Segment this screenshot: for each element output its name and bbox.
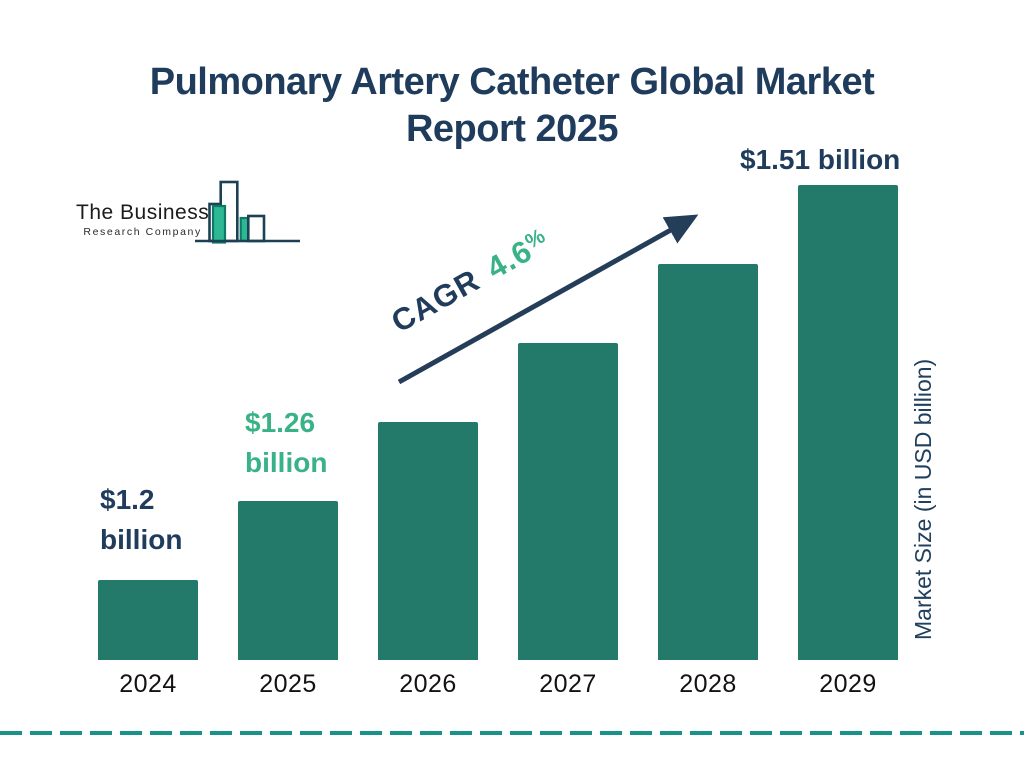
page-title-line1: Pulmonary Artery Catheter Global Market (149, 61, 875, 104)
value-label-2024: $1.2 billion (100, 480, 182, 560)
bar (378, 422, 478, 660)
year-label: 2026 (399, 670, 457, 698)
bar (658, 264, 758, 660)
value-label-2029: $1.51 billion (740, 140, 900, 180)
bar (518, 343, 618, 660)
year-label: 2028 (679, 670, 737, 698)
value-label-2025: $1.26 billion (245, 403, 327, 483)
bar (98, 580, 198, 660)
year-label: 2024 (119, 670, 177, 698)
bar-chart: 2024 2025 2026 2027 2028 2029 (98, 185, 898, 698)
logo-barchart-icon (195, 180, 301, 244)
value-label-line: $1.51 billion (740, 144, 901, 175)
bar (238, 501, 338, 660)
company-subname: Research Company (83, 226, 202, 238)
bottom-dashed-divider (0, 731, 1024, 735)
year-label: 2027 (539, 670, 597, 698)
bar (798, 185, 898, 660)
year-label: 2025 (259, 670, 317, 698)
year-label: 2029 (819, 670, 877, 698)
value-label-line: $1.26 (245, 407, 316, 438)
company-name: The Business (76, 201, 210, 224)
page-title: Pulmonary Artery Catheter Global Market R… (0, 59, 1024, 153)
value-label-line: billion (245, 447, 328, 478)
page-title-line2: Report 2025 (405, 108, 619, 151)
y-axis-label: Market Size (in USD billion) (910, 358, 936, 640)
value-label-line: billion (100, 524, 183, 555)
value-label-line: $1.2 (100, 484, 155, 515)
company-logo-text: The Business Research Company (76, 201, 209, 238)
company-logo: The Business Research Company (76, 178, 305, 244)
